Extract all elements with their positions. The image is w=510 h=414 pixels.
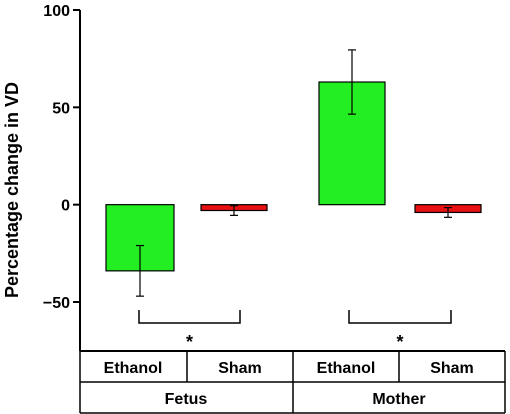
- significance-brackets: * *: [138, 310, 452, 352]
- significance-bracket-mother: [348, 310, 452, 324]
- category-label-mother-ethanol: Ethanol: [317, 360, 376, 377]
- y-tick-label: 50: [52, 100, 70, 117]
- category-label-fetus-sham: Sham: [218, 360, 262, 377]
- y-tick-label: −50: [43, 295, 70, 312]
- y-tick-label: 0: [61, 198, 70, 215]
- category-label-mother-sham: Sham: [430, 360, 474, 377]
- significance-bracket-fetus: [138, 310, 241, 324]
- significance-star-mother: *: [396, 332, 403, 352]
- y-axis-title: Percentage change in VD: [2, 82, 22, 298]
- significance-star-fetus: *: [186, 332, 193, 352]
- category-label-fetus-ethanol: Ethanol: [104, 360, 163, 377]
- group-label-mother: Mother: [372, 391, 425, 408]
- y-axis-ticks: 100 50 0 −50: [43, 3, 80, 312]
- bars: [105, 49, 482, 297]
- y-tick-label: 100: [43, 3, 70, 20]
- category-table: Ethanol Sham Ethanol Sham Fetus Mother: [79, 350, 506, 414]
- group-label-fetus: Fetus: [165, 391, 208, 408]
